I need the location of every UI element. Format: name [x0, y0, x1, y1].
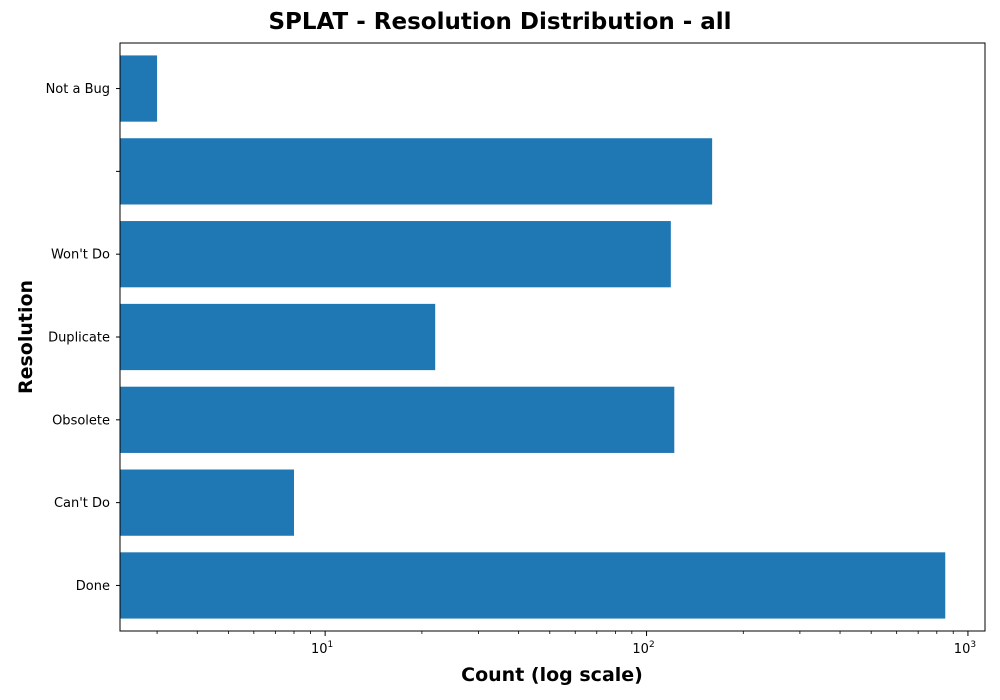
- x-tick-label: 101: [311, 640, 333, 657]
- bar: [120, 221, 671, 288]
- y-axis-title: Resolution: [15, 280, 37, 394]
- y-tick-label: Can't Do: [54, 496, 110, 511]
- chart-title: SPLAT - Resolution Distribution - all: [268, 9, 732, 35]
- bar: [120, 469, 294, 536]
- bar: [120, 303, 436, 371]
- x-axis-title: Count (log scale): [461, 664, 643, 686]
- bar: [120, 386, 675, 453]
- bars-layer: [120, 55, 946, 619]
- bar: [120, 55, 158, 122]
- y-tick-label: Done: [76, 579, 110, 594]
- ticks-layer: Done Can't Do Obsolete Duplicate Won't Do Not…: [46, 82, 977, 657]
- x-tick-exponent: 1: [328, 640, 334, 650]
- x-tick-exponent: 3: [970, 640, 976, 650]
- x-tick-label: 102: [632, 640, 654, 657]
- y-tick-label: Obsolete: [52, 413, 110, 428]
- bar: [120, 552, 946, 619]
- x-tick-exponent: 2: [649, 640, 655, 650]
- y-tick-label: Won't Do: [51, 248, 110, 263]
- y-tick-label: Duplicate: [48, 331, 110, 346]
- x-tick-label: 103: [954, 640, 976, 657]
- bar: [120, 138, 713, 205]
- y-tick-label: Not a Bug: [46, 82, 110, 97]
